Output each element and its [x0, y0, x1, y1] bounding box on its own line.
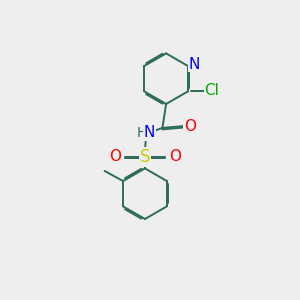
Text: O: O	[169, 149, 181, 164]
Text: O: O	[184, 118, 196, 134]
Text: N: N	[188, 57, 200, 72]
Text: N: N	[144, 125, 155, 140]
Text: O: O	[109, 149, 121, 164]
Text: H: H	[137, 126, 147, 140]
Text: S: S	[140, 148, 150, 166]
Text: Cl: Cl	[205, 83, 219, 98]
